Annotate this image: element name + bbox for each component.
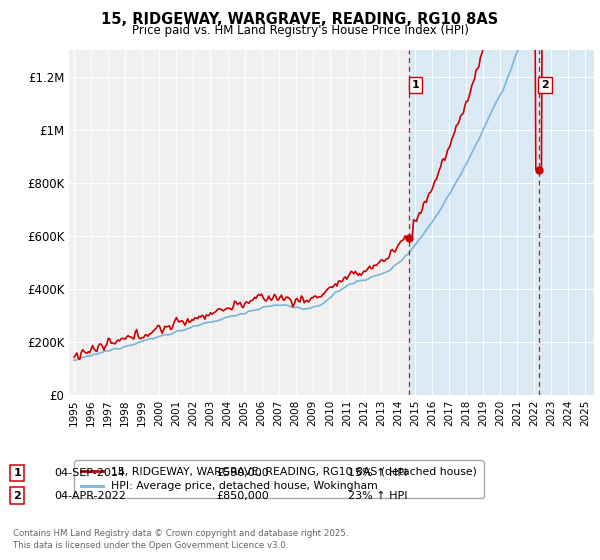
Text: £590,000: £590,000 (216, 468, 269, 478)
Text: Price paid vs. HM Land Registry's House Price Index (HPI): Price paid vs. HM Land Registry's House … (131, 24, 469, 36)
Text: Contains HM Land Registry data © Crown copyright and database right 2025.
This d: Contains HM Land Registry data © Crown c… (13, 529, 349, 550)
Bar (409, 50, 594, 395)
Text: 15% ↑ HPI: 15% ↑ HPI (348, 468, 407, 478)
Text: 2: 2 (541, 80, 549, 90)
Text: 04-APR-2022: 04-APR-2022 (54, 491, 126, 501)
Text: £850,000: £850,000 (216, 491, 269, 501)
Text: 23% ↑ HPI: 23% ↑ HPI (348, 491, 407, 501)
Text: 2: 2 (13, 491, 21, 501)
Legend: 15, RIDGEWAY, WARGRAVE, READING, RG10 8AS (detached house), HPI: Average price, : 15, RIDGEWAY, WARGRAVE, READING, RG10 8A… (74, 460, 484, 498)
Text: 15, RIDGEWAY, WARGRAVE, READING, RG10 8AS: 15, RIDGEWAY, WARGRAVE, READING, RG10 8A… (101, 12, 499, 27)
Text: 1: 1 (412, 80, 420, 90)
Text: 1: 1 (13, 468, 21, 478)
Text: 04-SEP-2014: 04-SEP-2014 (54, 468, 125, 478)
